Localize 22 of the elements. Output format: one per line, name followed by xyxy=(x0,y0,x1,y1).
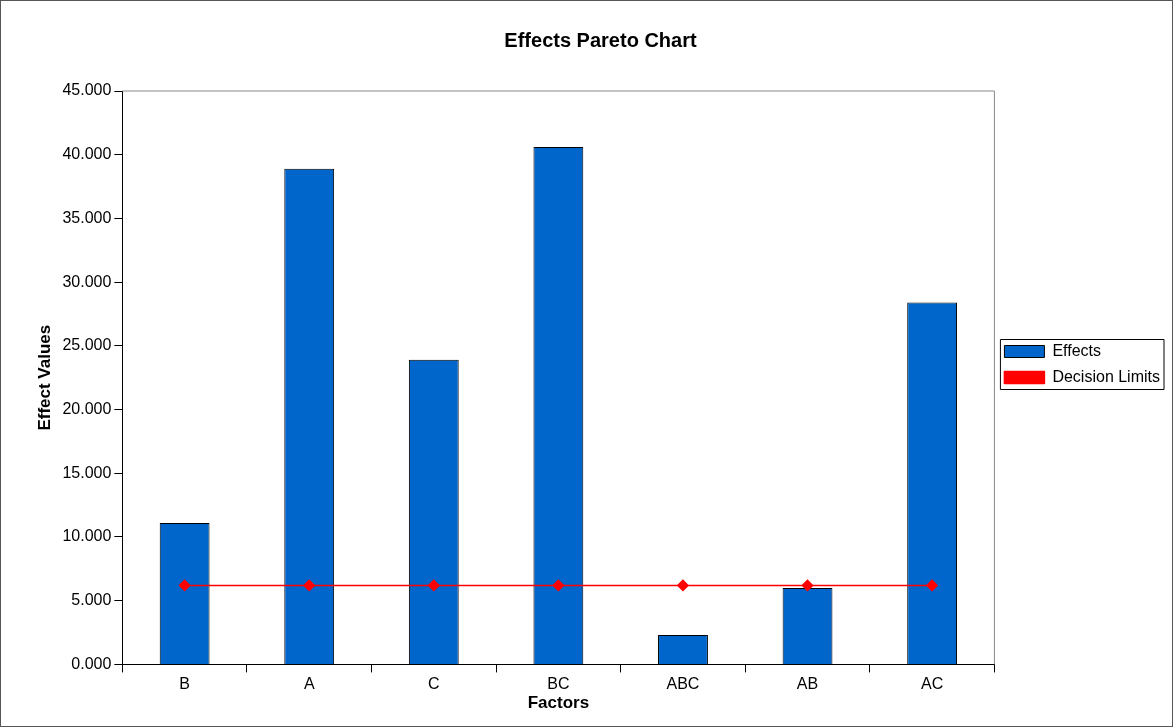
legend-label: Effects xyxy=(1052,341,1102,359)
x-tick-label: C xyxy=(428,675,440,693)
y-tick-label: 30.000 xyxy=(62,272,112,290)
x-tick-label: ABC xyxy=(666,675,700,693)
y-tick-label: 0.000 xyxy=(71,654,112,672)
y-tick-label: 45.000 xyxy=(62,81,112,99)
y-tick-label: 25.000 xyxy=(62,336,112,354)
x-tick-label: AB xyxy=(796,675,819,693)
y-tick-label: 15.000 xyxy=(62,463,112,481)
y-tick-label: 10.000 xyxy=(62,527,112,545)
x-axis-title: Factors xyxy=(527,693,590,713)
y-tick-label: 20.000 xyxy=(62,399,112,417)
y-axis-title: Effect Values xyxy=(34,324,54,431)
x-tick-label: A xyxy=(303,675,315,693)
x-tick-label: B xyxy=(179,675,190,693)
x-tick-label: AC xyxy=(921,675,944,693)
y-tick-label: 5.000 xyxy=(71,591,112,609)
legend-label: Decision Limits xyxy=(1052,367,1161,385)
x-tick-label: BC xyxy=(547,675,570,693)
y-tick-label: 35.000 xyxy=(62,208,112,226)
chart-title: Effects Pareto Chart xyxy=(504,28,697,51)
y-tick-label: 40.000 xyxy=(62,145,112,163)
